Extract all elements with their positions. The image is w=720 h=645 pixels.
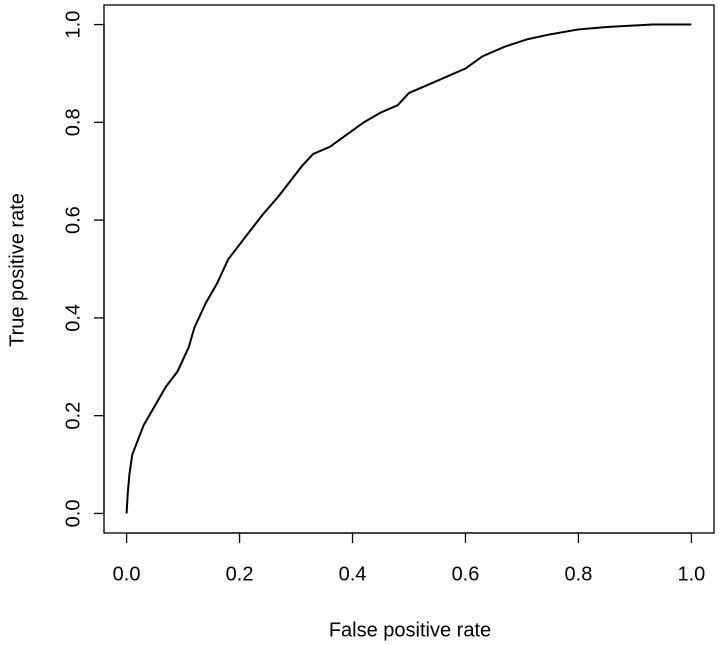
x-tick-label: 0.8 [565, 563, 593, 585]
y-tick-label: 0.8 [62, 108, 84, 136]
x-tick-label: 1.0 [678, 563, 706, 585]
y-tick-label: 0.0 [62, 500, 84, 528]
x-tick-label: 0.6 [452, 563, 480, 585]
x-tick-label: 0.2 [226, 563, 254, 585]
y-tick-label: 1.0 [62, 11, 84, 39]
x-tick-label: 0.4 [339, 563, 367, 585]
x-axis-label: False positive rate [329, 619, 491, 641]
x-tick-label: 0.0 [113, 563, 141, 585]
y-axis-label: True positive rate [6, 193, 28, 347]
roc-curve [125, 23, 692, 514]
y-tick-label: 0.4 [62, 304, 84, 332]
y-tick-label: 0.2 [62, 402, 84, 430]
plot-box [103, 4, 715, 534]
y-tick-label: 0.6 [62, 206, 84, 234]
